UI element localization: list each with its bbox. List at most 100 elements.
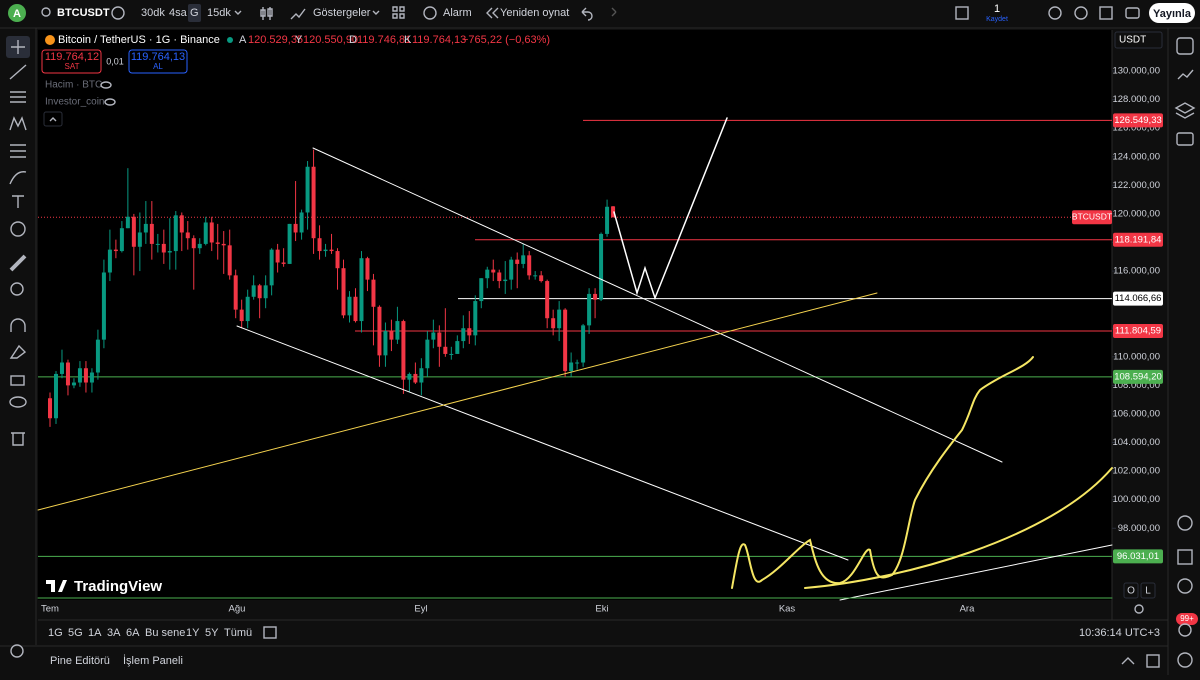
redo[interactable]: [611, 7, 617, 17]
lock-tool[interactable]: [10, 375, 25, 386]
caret[interactable]: [372, 10, 380, 15]
alarm-icon[interactable]: [423, 6, 437, 20]
chat[interactable]: [1176, 132, 1194, 146]
bottom-tab[interactable]: Pine Editörü: [50, 655, 110, 667]
replay[interactable]: Yeniden oynat: [500, 7, 569, 19]
badge-bg: [1176, 613, 1198, 625]
range-button[interactable]: Tümü: [224, 627, 252, 639]
date-range-icon[interactable]: [263, 626, 277, 639]
currency-button[interactable]: [1114, 31, 1163, 49]
range-button[interactable]: 1Y: [186, 627, 200, 639]
dom[interactable]: [1177, 578, 1193, 594]
hide-tool[interactable]: [9, 396, 27, 408]
interval[interactable]: 15dk: [207, 7, 231, 19]
help[interactable]: [1177, 652, 1193, 668]
publish-button[interactable]: [1149, 3, 1195, 23]
icon-tool[interactable]: [10, 221, 26, 237]
indicators-icon[interactable]: [290, 8, 306, 20]
interval[interactable]: 30dk: [141, 7, 165, 19]
symbol[interactable]: BTCUSDT: [57, 7, 110, 19]
layouts-icon[interactable]: [392, 6, 405, 19]
caret[interactable]: [234, 10, 242, 15]
settings-tool[interactable]: [10, 644, 24, 658]
candle-body: [59, 362, 64, 374]
range-button[interactable]: 6A: [126, 627, 140, 639]
measure-tool[interactable]: [9, 254, 27, 272]
expand-panel[interactable]: [1121, 657, 1135, 665]
undo[interactable]: [581, 7, 593, 21]
publish[interactable]: Yayınla: [1153, 8, 1192, 20]
text-tool[interactable]: [12, 195, 24, 208]
range-button[interactable]: 5Y: [205, 627, 219, 639]
logo: [46, 580, 67, 592]
y-tick-label: 130.000,00: [1112, 66, 1160, 77]
trash-tool[interactable]: [11, 432, 25, 446]
layout-icon[interactable]: [955, 6, 969, 20]
interval[interactable]: G: [190, 7, 199, 19]
replay-icon[interactable]: [486, 7, 499, 19]
forecast-tool[interactable]: [10, 144, 26, 158]
layers[interactable]: [1174, 102, 1196, 119]
y-tick-label: 106.000,00: [1112, 408, 1160, 419]
crosshair-tool[interactable]: [11, 40, 25, 54]
candle-body: [563, 309, 568, 372]
alarm[interactable]: Alarm: [443, 7, 472, 19]
ohlc-value: 120.529,35: [248, 34, 303, 46]
pattern-tool[interactable]: [9, 116, 27, 131]
trend-line: [236, 325, 849, 561]
fib-tool[interactable]: [10, 91, 26, 103]
candle-body: [149, 223, 154, 244]
brush-tool[interactable]: [9, 171, 27, 185]
search-icon[interactable]: [41, 7, 51, 17]
eye-icon[interactable]: [100, 81, 112, 89]
ideas[interactable]: [1177, 515, 1193, 531]
alerts[interactable]: [1177, 69, 1194, 80]
magnet-tool[interactable]: [10, 318, 26, 332]
x-tick-label: Tem: [41, 604, 59, 615]
trendline-tool[interactable]: [9, 64, 27, 80]
zoom-tool[interactable]: [10, 282, 24, 296]
last-price-bg: [1072, 210, 1112, 225]
add-symbol[interactable]: [111, 6, 125, 20]
interval[interactable]: 4sa: [169, 7, 188, 19]
quick-search[interactable]: [1048, 6, 1062, 20]
snapshot[interactable]: [1125, 7, 1140, 19]
bottom-tab[interactable]: İşlem Paneli: [123, 654, 183, 667]
range-button[interactable]: 1A: [88, 627, 102, 639]
range-button[interactable]: 1G: [48, 627, 63, 639]
calendar[interactable]: [1177, 549, 1193, 565]
maximize-panel[interactable]: [1146, 654, 1160, 668]
axis-settings[interactable]: [1134, 604, 1144, 614]
freehand: [804, 467, 1113, 589]
range-button[interactable]: 3A: [107, 627, 121, 639]
y-tick-label: 122.000,00: [1112, 180, 1160, 191]
range-button[interactable]: Bu sene: [145, 627, 185, 639]
candle-body: [431, 332, 436, 340]
buy-button[interactable]: [128, 49, 188, 74]
indicators[interactable]: Göstergeler: [313, 7, 371, 19]
chart-type-icon[interactable]: [260, 7, 273, 20]
settings[interactable]: [1074, 6, 1088, 20]
candle-body: [95, 339, 100, 373]
level-label-bg: [1113, 113, 1163, 128]
sell-button[interactable]: [41, 49, 102, 74]
watchlist[interactable]: [1176, 37, 1194, 55]
eye-icon[interactable]: [104, 98, 116, 106]
fullscreen[interactable]: [1099, 6, 1113, 20]
currency: USDT: [1119, 35, 1146, 46]
axis-button[interactable]: [1123, 582, 1139, 599]
draw-mode[interactable]: [9, 344, 27, 359]
right-sidebar: 99+: [1174, 37, 1198, 668]
notifications[interactable]: [1178, 623, 1192, 637]
save[interactable]: Kaydet: [986, 16, 1008, 23]
range-button[interactable]: 5G: [68, 627, 83, 639]
candle-body: [131, 216, 136, 247]
collapse-button[interactable]: [43, 111, 63, 127]
avatar[interactable]: [8, 4, 26, 22]
candle-body: [341, 268, 346, 316]
ohlc-change: −765,22 (−0,63%): [462, 34, 550, 46]
candle-body: [539, 275, 544, 282]
candle-body: [485, 269, 490, 279]
candle-body: [203, 222, 208, 244]
axis-button[interactable]: [1140, 582, 1156, 599]
